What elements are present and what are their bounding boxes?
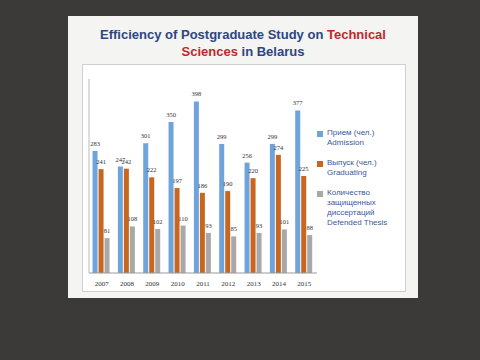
svg-text:85: 85: [230, 225, 237, 232]
svg-text:2009: 2009: [145, 280, 160, 288]
svg-text:2007: 2007: [95, 280, 110, 288]
svg-text:108: 108: [128, 215, 138, 222]
svg-text:93: 93: [256, 222, 263, 229]
svg-text:274: 274: [274, 144, 285, 151]
svg-text:283: 283: [90, 140, 100, 147]
html-text:Выпуск (чел.) Graduating: Выпуск (чел.) Graduating: [327, 158, 377, 177]
svg-text:242: 242: [122, 158, 132, 165]
svg-text:222: 222: [147, 166, 157, 173]
svg-text:2008: 2008: [120, 280, 135, 288]
svg-text:225: 225: [299, 165, 309, 172]
svg-text:2012: 2012: [221, 280, 236, 288]
svg-text:301: 301: [141, 132, 151, 139]
svg-text:81: 81: [104, 227, 111, 234]
html-text:Прием (чел.) Admission: Прием (чел.) Admission: [327, 128, 375, 147]
svg-text:350: 350: [166, 111, 176, 118]
svg-text:186: 186: [198, 182, 209, 189]
svg-text:102: 102: [153, 218, 163, 225]
svg-text:2011: 2011: [196, 280, 210, 288]
svg-text:88: 88: [306, 224, 313, 231]
html-text:Sciences in Belarus: Sciences in Belarus: [181, 44, 305, 59]
svg-text:398: 398: [192, 90, 202, 97]
svg-text:241: 241: [96, 158, 106, 165]
svg-text:2010: 2010: [171, 280, 186, 288]
svg-text:299: 299: [217, 133, 227, 140]
html-text:Efficiency of Postgraduate Stu: Efficiency of Postgraduate Study on Tech…: [100, 27, 386, 42]
svg-text:2013: 2013: [247, 280, 262, 288]
svg-text:299: 299: [268, 133, 278, 140]
svg-text:256: 256: [242, 152, 253, 159]
svg-text:2015: 2015: [297, 280, 312, 288]
svg-text:197: 197: [172, 177, 183, 184]
svg-text:220: 220: [248, 167, 258, 174]
svg-text:93: 93: [205, 222, 212, 229]
html-text:Количество защищенных диссерта: Количество защищенных диссертаций Defend…: [327, 188, 388, 227]
svg-text:190: 190: [223, 180, 233, 187]
svg-text:110: 110: [178, 215, 188, 222]
svg-text:101: 101: [280, 218, 290, 225]
svg-text:2014: 2014: [272, 280, 287, 288]
svg-text:377: 377: [293, 99, 304, 106]
